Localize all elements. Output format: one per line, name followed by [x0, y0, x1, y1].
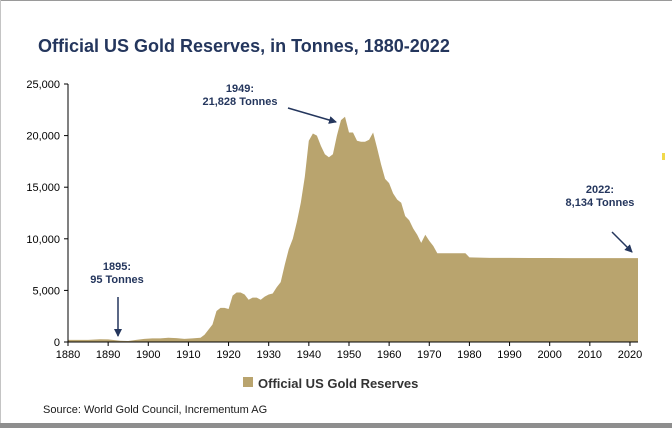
- annotation-label: 1949:: [226, 83, 254, 95]
- x-tick-label: 2010: [578, 349, 602, 361]
- y-tick-label: 20,000: [26, 131, 60, 143]
- x-axis: 1880 1890 1900 1910 1920 1930 1940 1950 1960 1970…: [56, 341, 642, 361]
- x-tick-label: 1950: [337, 349, 361, 361]
- x-tick-label: 2000: [537, 349, 561, 361]
- chart-title: Official US Gold Reserves, in Tonnes, 18…: [38, 36, 450, 56]
- y-tick-label: 10,000: [26, 234, 60, 246]
- x-tick-label: 1970: [417, 349, 441, 361]
- frame-bottom-border: [0, 423, 672, 428]
- x-tick-label: 1960: [377, 349, 401, 361]
- x-tick-label: 1880: [56, 349, 80, 361]
- gold-reserves-area: [68, 116, 638, 342]
- x-tick-label: 2020: [618, 349, 642, 361]
- y-axis: 0 5,000 10,000 15,000 20,000 25,000: [26, 79, 69, 349]
- x-tick-label: 1890: [96, 349, 120, 361]
- annotation-arrow: [287, 107, 337, 124]
- annotation-arrow: [611, 231, 633, 253]
- legend-label: Official US Gold Reserves: [258, 376, 418, 391]
- x-tick-label: 1990: [497, 349, 521, 361]
- plot-area: [68, 116, 638, 342]
- x-tick-label: 1910: [176, 349, 200, 361]
- annotation-label: 21,828 Tonnes: [203, 96, 278, 108]
- annotation-label: 8,134 Tonnes: [566, 197, 635, 209]
- legend: Official US Gold Reserves: [243, 376, 418, 391]
- x-tick-label: 1900: [136, 349, 160, 361]
- annotation-label: 1895:: [103, 261, 131, 273]
- frame-top-border: [0, 0, 672, 1]
- y-tick-label: 25,000: [26, 79, 60, 91]
- x-tick-label: 1920: [216, 349, 240, 361]
- y-tick-label: 15,000: [26, 182, 60, 194]
- source-note: Source: World Gold Council, Incrementum …: [43, 404, 268, 416]
- x-tick-label: 1930: [256, 349, 280, 361]
- frame-left-border: [0, 0, 1, 428]
- legend-swatch: [243, 377, 253, 387]
- side-marker: [662, 153, 665, 160]
- annotation-label: 95 Tonnes: [90, 274, 144, 286]
- x-tick-label: 1940: [297, 349, 321, 361]
- annotation-label: 2022:: [586, 184, 614, 196]
- annotations: 1949:21,828 Tonnes 2022:8,134 Tonnes 1895:…: [90, 83, 635, 337]
- y-tick-label: 0: [54, 337, 60, 349]
- y-tick-label: 5,000: [32, 285, 60, 297]
- x-tick-label: 1980: [457, 349, 481, 361]
